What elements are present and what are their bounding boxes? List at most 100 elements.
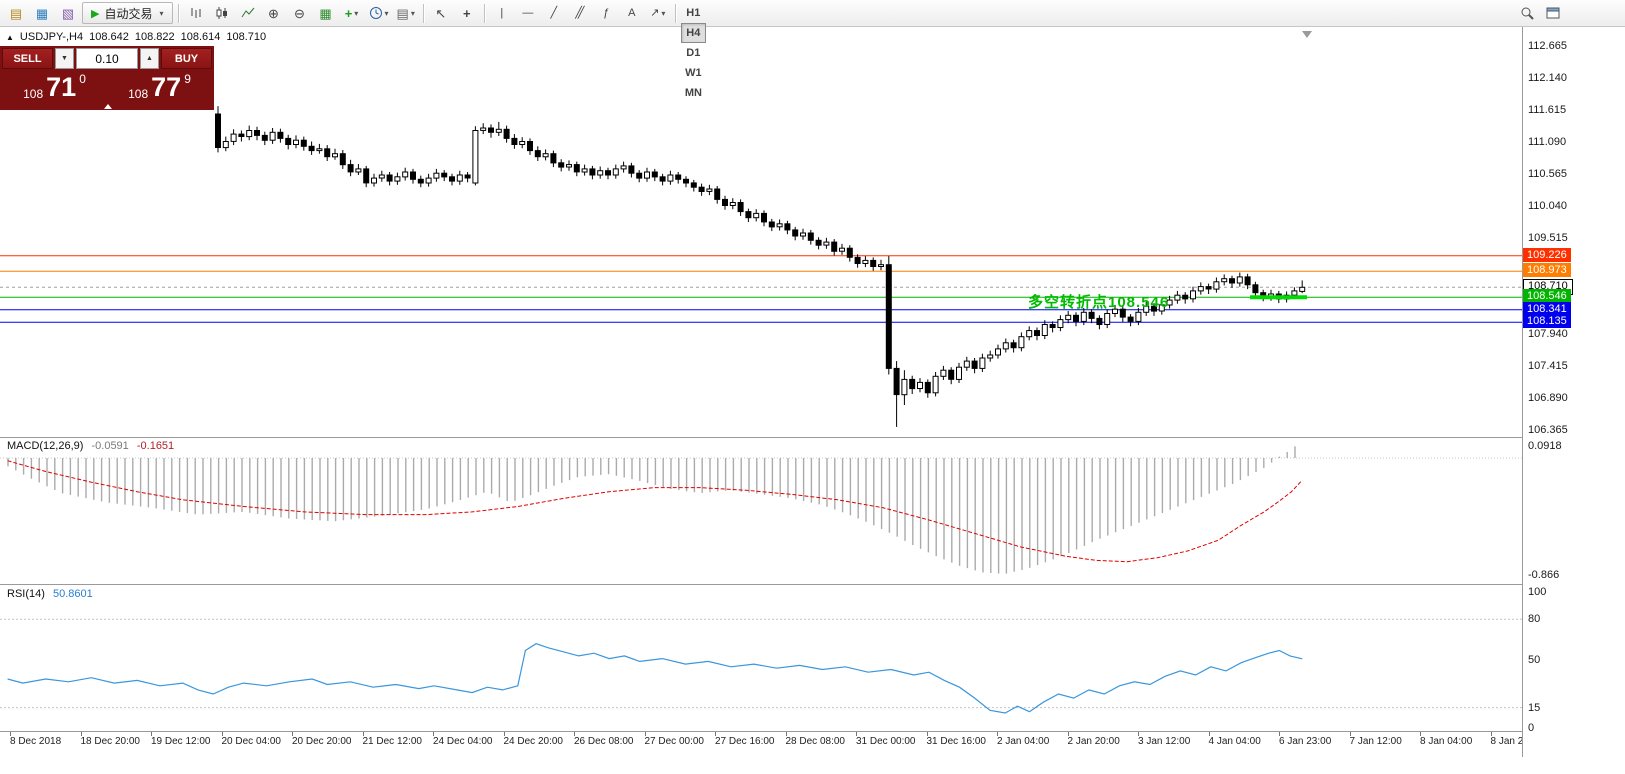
one-click-panel-toggle-icon[interactable]: ▲ — [6, 32, 14, 42]
time-tick — [151, 732, 152, 736]
ohlc-high: 108.822 — [134, 31, 175, 43]
line-chart-type-button[interactable] — [236, 2, 260, 24]
crosshair-icon: + — [463, 5, 471, 21]
macd-panel[interactable] — [0, 438, 1523, 584]
volume-input[interactable]: 0.10 — [76, 48, 138, 69]
template-icon: ▤ — [396, 5, 409, 21]
zoom-out-button[interactable]: ⊖ — [288, 2, 312, 24]
time-tick — [997, 732, 998, 736]
bar-chart-icon — [191, 8, 200, 18]
zoom-in-icon: ⊕ — [268, 5, 279, 21]
rsi-axis-label: 15 — [1528, 702, 1541, 714]
time-tick — [503, 732, 505, 736]
auto-trading-button[interactable]: ▶ 自动交易 ▾ — [82, 2, 173, 24]
time-tick — [1420, 732, 1421, 736]
channel-button[interactable]: ╱╱ — [568, 2, 592, 24]
chevron-down-icon: ▾ — [410, 8, 415, 18]
crosshair-button[interactable]: + — [455, 2, 479, 24]
new-order-button[interactable]: ▤ — [4, 2, 28, 24]
zoom-in-button[interactable]: ⊕ — [262, 2, 286, 24]
price-tick-label: 107.940 — [1528, 328, 1568, 340]
price-tick-label: 111.090 — [1528, 136, 1567, 148]
sell-price-button[interactable]: 108 71 0 — [2, 69, 107, 106]
new-window-button[interactable] — [1541, 2, 1565, 24]
tile-windows-button[interactable]: ▦ — [314, 2, 338, 24]
toolbar: ▤ ▦ ▧ ▶ 自动交易 ▾ ⊕ ⊖ ▦ + ▾ ▾ ▤ ▾ ↖ + | — — [0, 0, 1625, 99]
sell-button[interactable]: SELL — [2, 48, 53, 69]
time-tick — [221, 732, 223, 736]
time-tick — [715, 732, 716, 736]
macd-signal-line — [7, 460, 1303, 563]
price-line-label-108.135[interactable]: 108.135 — [1523, 314, 1571, 328]
templates-button[interactable]: ▤ ▾ — [394, 2, 418, 24]
triangle-down-icon: ▼ — [61, 55, 68, 62]
price-line-label-108.546[interactable]: 108.546 — [1523, 289, 1571, 303]
time-label: 7 Jan 12:00 — [1349, 736, 1402, 747]
horizontal-line-button[interactable]: — — [516, 2, 540, 24]
cursor-icon: ↖ — [435, 5, 447, 21]
chart-annotation[interactable]: 多空转折点108.546 — [1028, 294, 1170, 311]
vertical-line-button[interactable]: | — [490, 2, 514, 24]
price-tick-label: 106.890 — [1528, 392, 1568, 404]
price-line-label-108.341[interactable]: 108.341 — [1523, 302, 1571, 316]
rsi-axis-label: 80 — [1528, 613, 1541, 625]
bar-chart-type-button[interactable] — [184, 2, 208, 24]
price-line-label-108.973[interactable]: 108.973 — [1523, 263, 1571, 277]
timeframe-button-MN[interactable]: MN — [681, 83, 706, 103]
rsi-name: RSI(14) — [7, 588, 45, 600]
time-label: 18 Dec 20:00 — [80, 736, 141, 747]
periods-button[interactable]: ▾ — [366, 2, 392, 24]
macd-value-main: -0.0591 — [91, 440, 129, 452]
macd-value-signal: -0.1651 — [136, 440, 175, 452]
arrow-icon: ↗ — [650, 6, 660, 19]
charts-button[interactable]: ▦ — [30, 2, 54, 24]
fibonacci-button[interactable]: ƒ — [594, 2, 618, 24]
search-button[interactable] — [1515, 2, 1539, 24]
timeframe-button-H4[interactable]: H4 — [680, 23, 706, 43]
panel-divider[interactable] — [0, 584, 1625, 585]
indicators-button[interactable]: + ▾ — [340, 2, 364, 24]
macd-label: MACD(12,26,9) -0.0591 -0.1651 — [7, 440, 174, 452]
window-icon — [1546, 7, 1560, 19]
panel-divider[interactable] — [0, 437, 1625, 438]
trendline-button[interactable]: ╱ — [542, 2, 566, 24]
time-tick — [1138, 732, 1139, 736]
text-button[interactable]: A — [620, 2, 644, 24]
price-tick-label: 111.615 — [1528, 104, 1567, 116]
cursor-button[interactable]: ↖ — [429, 2, 453, 24]
panel-divider[interactable] — [0, 731, 1625, 732]
chart-shift-marker — [1302, 31, 1312, 38]
time-label: 21 Dec 12:00 — [362, 736, 423, 747]
candlestick-icon — [216, 7, 227, 19]
time-tick — [1067, 732, 1069, 736]
timeframe-button-W1[interactable]: W1 — [681, 63, 706, 83]
macd-axis-max: 0.0918 — [1528, 440, 1562, 452]
timeframe-button-H1[interactable]: H1 — [681, 3, 706, 23]
volume-increase-button[interactable]: ▲ — [140, 48, 159, 69]
buy-price-button[interactable]: 108 77 9 — [107, 69, 212, 106]
main-chart[interactable] — [0, 27, 1523, 437]
candlestick-type-button[interactable] — [210, 2, 234, 24]
rsi-line — [7, 643, 1303, 714]
price-tick-label: 110.040 — [1528, 200, 1567, 212]
time-tick — [574, 732, 575, 736]
rsi-panel[interactable] — [0, 585, 1523, 731]
buy-button[interactable]: BUY — [161, 48, 212, 69]
toolbar-separator — [483, 3, 485, 23]
timeframe-toolbar: M1M5M15M30H1H4D1W1MN — [680, 0, 711, 103]
time-axis[interactable]: 8 Dec 2018 18 Dec 20:00 19 Dec 12:00 20 Dec… — [0, 732, 1543, 757]
profiles-button[interactable]: ▧ — [56, 2, 80, 24]
volume-decrease-button[interactable]: ▼ — [55, 48, 74, 69]
play-icon: ▶ — [91, 7, 100, 20]
time-label: 8 Jan 20:00 — [1490, 736, 1543, 747]
price-axis[interactable]: 112.665 112.140 111.615 111.090 110.565 110.0… — [1522, 27, 1625, 757]
tile-windows-icon: ▦ — [319, 5, 332, 21]
arrows-button[interactable]: ↗ ▾ — [646, 2, 670, 24]
time-tick — [10, 732, 11, 736]
price-tick-label: 112.140 — [1528, 72, 1567, 84]
search-icon — [1521, 7, 1534, 20]
time-label: 4 Jan 04:00 — [1208, 736, 1261, 747]
price-line-label-109.226[interactable]: 109.226 — [1523, 248, 1571, 262]
timeframe-button-D1[interactable]: D1 — [681, 43, 706, 63]
